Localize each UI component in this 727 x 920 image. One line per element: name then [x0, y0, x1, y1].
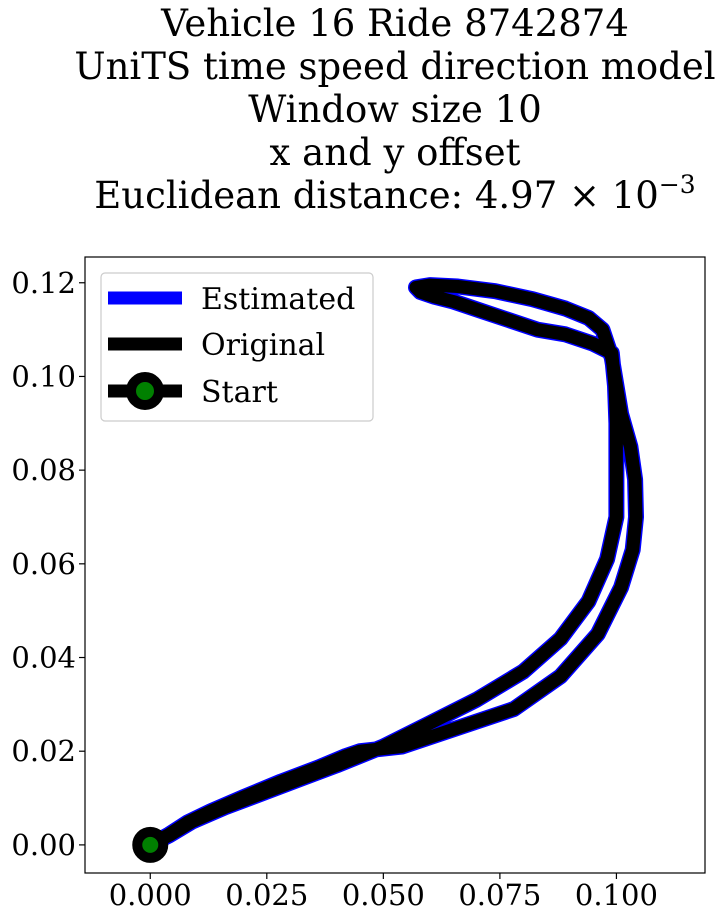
y-tick-label: 0.00: [11, 828, 76, 862]
legend-label-start: Start: [201, 375, 278, 410]
x-tick-label: 0.075: [458, 878, 541, 912]
y-tick-label: 0.02: [11, 734, 76, 768]
title-exponent: −3: [659, 170, 696, 199]
y-axis: 0.00 0.02 0.04 0.06 0.08 0.10 0.12: [11, 266, 85, 862]
traces: [142, 277, 644, 853]
series-line-original: [143, 278, 643, 852]
legend: Estimated Original Start: [100, 272, 374, 422]
legend-swatch-start-marker: [126, 372, 164, 410]
y-tick-label: 0.10: [11, 359, 76, 393]
legend-label-original: Original: [201, 328, 325, 363]
x-tick-label: 0.050: [342, 878, 425, 912]
start-marker: [132, 826, 169, 863]
plot-area: [84, 256, 706, 874]
plot-frame: [84, 256, 706, 874]
y-tick-label: 0.04: [11, 641, 76, 675]
title-line-3: Window size 10: [248, 88, 542, 131]
legend-frame: [100, 272, 374, 422]
x-tick-label: 0.025: [225, 878, 308, 912]
x-axis: 0.000 0.025 0.050 0.075 0.100: [109, 873, 658, 912]
y-tick-label: 0.12: [11, 266, 76, 300]
x-tick-label: 0.100: [575, 878, 658, 912]
title-line-2: UniTS time speed direction model: [74, 45, 715, 88]
title-line-1: Vehicle 16 Ride 8742874: [160, 2, 629, 45]
title-line-5: Euclidean distance: 4.97 × 10−3: [94, 170, 695, 217]
start-marker-group: [132, 826, 169, 863]
title-line-5-base: Euclidean distance: 4.97 × 10: [94, 174, 659, 217]
y-tick-label: 0.06: [11, 547, 76, 581]
title-line-4: x and y offset: [270, 131, 521, 174]
chart-title: Vehicle 16 Ride 8742874 UniTS time speed…: [74, 2, 715, 217]
legend-label-estimated: Estimated: [201, 282, 355, 317]
x-tick-label: 0.000: [109, 878, 192, 912]
y-tick-label: 0.08: [11, 453, 76, 487]
